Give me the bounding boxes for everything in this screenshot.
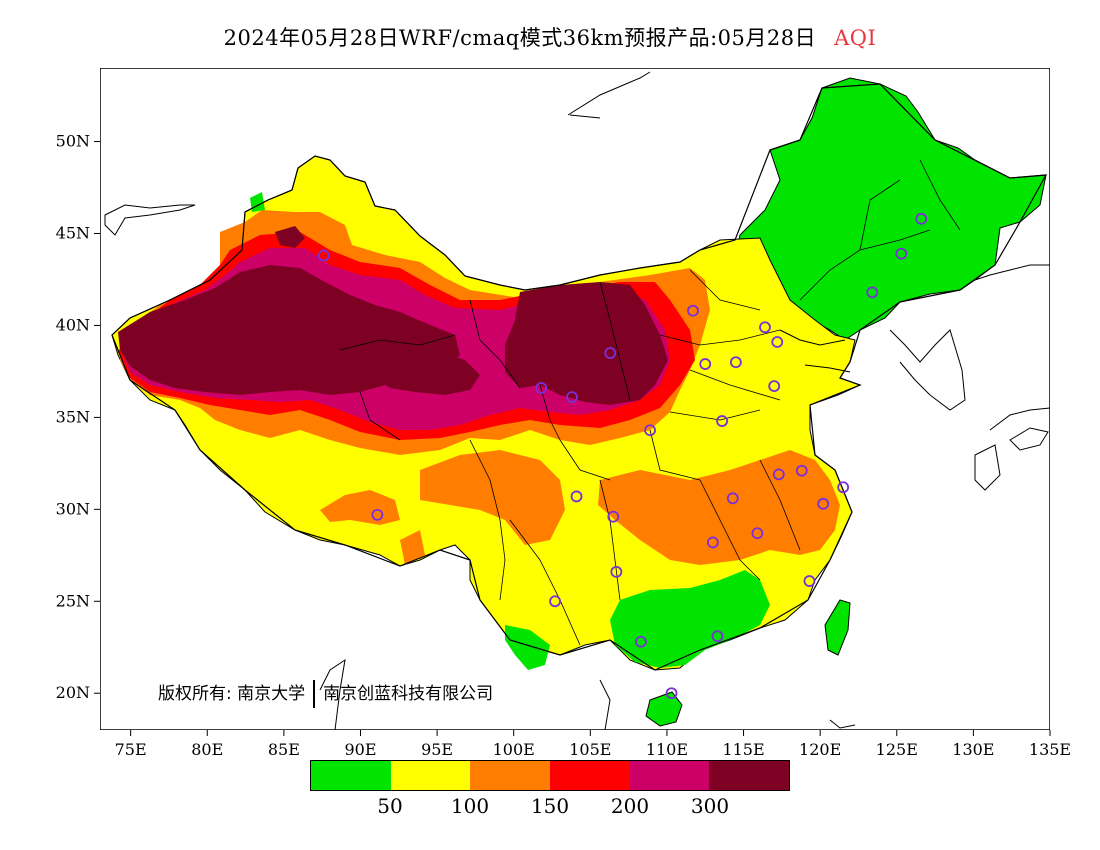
- color-legend: [310, 760, 790, 791]
- lat-tick-label: 20N: [56, 683, 90, 702]
- station-marker: [371, 508, 384, 521]
- station-marker: [687, 304, 699, 317]
- legend-label: 300: [690, 794, 730, 818]
- latitude-axis: 20N 25N 30N 35N 40N 45N 50N: [56, 132, 100, 702]
- station-marker: [317, 249, 330, 262]
- copyright-prefix: 版权所有:: [158, 684, 232, 704]
- province-borders: [339, 159, 961, 646]
- lon-tick-label: 90E: [344, 740, 376, 759]
- station-marker: [772, 468, 785, 481]
- legend-label: 200: [610, 794, 650, 818]
- map-body: [100, 68, 1050, 730]
- lon-tick-label: 75E: [115, 740, 147, 759]
- lat-tick-label: 25N: [56, 591, 90, 610]
- station-markers: [317, 212, 928, 700]
- station-marker: [771, 336, 784, 348]
- lon-tick-label: 85E: [268, 740, 300, 759]
- lon-tick-label: 80E: [191, 740, 223, 759]
- region-green-yunnan: [505, 625, 550, 670]
- japan-coast: [974, 264, 1050, 491]
- region-green-nw: [250, 192, 265, 212]
- station-marker: [837, 481, 850, 494]
- station-marker: [759, 321, 771, 334]
- station-marker: [915, 212, 928, 225]
- region-orange-central: [420, 450, 565, 545]
- region-green-south: [610, 570, 770, 668]
- lon-tick-label: 115E: [722, 740, 764, 759]
- station-marker: [716, 415, 728, 427]
- region-maroon-dzungaria: [275, 226, 305, 248]
- station-marker: [866, 286, 879, 299]
- lon-tick-label: 135E: [1029, 740, 1071, 759]
- lat-tick-label: 30N: [56, 499, 90, 518]
- country-border-outline: [111, 83, 1048, 671]
- region-maroon-east: [505, 282, 668, 405]
- copyright-separator: [313, 680, 316, 708]
- variable-label: AQI: [834, 26, 877, 50]
- station-marker: [707, 536, 719, 549]
- region-green-northeast: [734, 77, 1047, 341]
- station-marker: [699, 358, 712, 370]
- lat-tick-label: 35N: [56, 407, 90, 426]
- station-marker: [726, 492, 739, 505]
- korea-coast: [889, 329, 966, 411]
- legend-swatch: [550, 761, 630, 790]
- lat-tick-label: 45N: [56, 224, 90, 243]
- lon-tick-label: 120E: [799, 740, 841, 759]
- region-maroon-qinghai: [375, 350, 480, 395]
- region-green-taiwan: [824, 599, 851, 656]
- lat-tick-label: 40N: [56, 315, 90, 334]
- station-marker: [634, 635, 647, 648]
- vietnam-coast: [319, 658, 856, 730]
- legend-swatch: [470, 761, 551, 790]
- title-text: 2024年05月28日WRF/cmaq模式36km预报产品:05月28日: [223, 26, 817, 50]
- legend-swatch: [390, 761, 471, 790]
- region-maroon-west: [118, 265, 460, 395]
- station-marker: [729, 356, 742, 369]
- bohai-coast: [779, 329, 851, 373]
- copyright-org2: 南京创蓝科技有限公司: [323, 684, 494, 704]
- region-orange-small: [400, 530, 425, 565]
- station-marker: [711, 630, 724, 643]
- sakhalin-coast: [567, 71, 651, 119]
- legend-label: 50: [377, 794, 403, 818]
- lon-tick-label: 125E: [876, 740, 918, 759]
- station-marker: [535, 382, 548, 394]
- legend-swatch: [709, 761, 790, 790]
- station-marker: [604, 347, 617, 359]
- copyright-notice: 版权所有: 南京大学 南京创蓝科技有限公司: [158, 679, 493, 708]
- map-title: 2024年05月28日WRF/cmaq模式36km预报产品:05月28日 AQI: [0, 22, 1100, 52]
- legend-swatch: [629, 761, 710, 790]
- copyright-org1: 南京大学: [237, 684, 306, 704]
- lon-tick-label: 95E: [421, 740, 453, 759]
- legend-label: 100: [450, 794, 490, 818]
- kazakh-lake: [104, 204, 196, 236]
- station-marker: [665, 687, 678, 700]
- station-marker: [570, 490, 583, 503]
- lat-tick-label: 50N: [56, 132, 90, 151]
- region-orange-tibet: [320, 490, 400, 525]
- station-marker: [768, 380, 781, 393]
- lon-tick-label: 130E: [952, 740, 994, 759]
- station-marker: [817, 497, 830, 510]
- station-marker: [566, 391, 578, 404]
- lon-tick-label: 110E: [646, 740, 688, 759]
- legend-swatch: [311, 761, 391, 790]
- station-marker: [895, 247, 908, 260]
- station-marker: [644, 424, 656, 437]
- lon-tick-label: 105E: [569, 740, 611, 759]
- legend-label: 150: [530, 794, 570, 818]
- station-marker: [610, 565, 623, 578]
- station-marker: [795, 464, 808, 477]
- lon-tick-label: 100E: [493, 740, 535, 759]
- station-marker: [607, 510, 620, 523]
- station-marker: [751, 527, 764, 540]
- longitude-axis: 75E 80E 85E 90E 95E 100E 105E 110E 115E 120E 125E 1…: [115, 730, 1071, 759]
- station-marker: [803, 575, 816, 587]
- region-green-hainan: [645, 691, 683, 727]
- station-marker: [549, 595, 561, 608]
